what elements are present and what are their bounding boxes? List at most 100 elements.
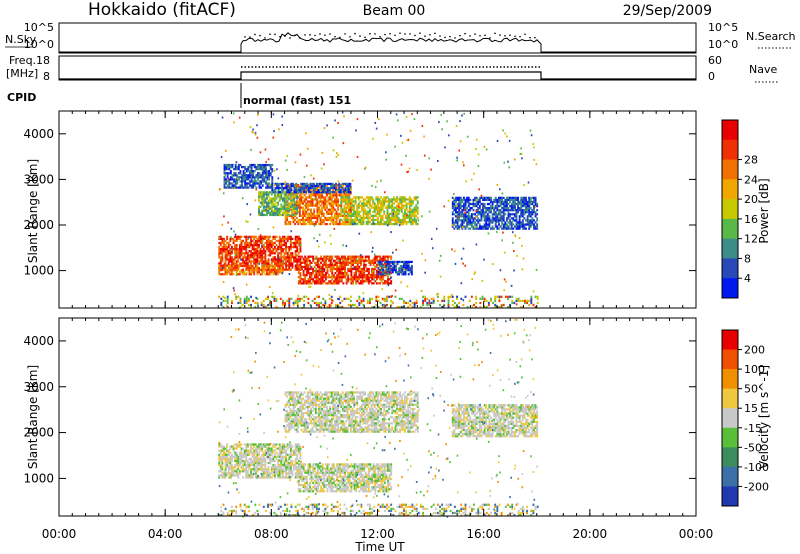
heatmap-cell bbox=[503, 161, 506, 164]
heatmap-cell bbox=[296, 299, 299, 303]
heatmap-cell bbox=[318, 202, 320, 205]
heatmap-cell bbox=[347, 184, 350, 188]
heatmap-cell bbox=[371, 276, 374, 279]
heatmap-cell bbox=[383, 255, 386, 258]
heatmap-cell bbox=[536, 209, 539, 212]
heatmap-cell bbox=[509, 227, 512, 230]
heatmap-cell bbox=[330, 210, 333, 213]
heatmap-cell bbox=[428, 303, 431, 307]
heatmap-cell bbox=[304, 184, 307, 188]
heatmap-cell bbox=[226, 165, 229, 169]
heatmap-cell bbox=[456, 227, 459, 230]
heatmap-cell bbox=[321, 263, 324, 267]
heatmap-cell bbox=[313, 208, 316, 211]
heatmap-cell bbox=[251, 443, 254, 446]
heatmap-cell bbox=[400, 208, 403, 211]
heatmap-cell bbox=[505, 227, 508, 230]
heatmap-cell bbox=[271, 168, 274, 171]
heatmap-cell bbox=[355, 269, 358, 273]
heatmap-cell bbox=[281, 301, 284, 305]
heatmap-cell bbox=[312, 269, 315, 273]
heatmap-cell bbox=[269, 250, 272, 253]
heatmap-cell bbox=[498, 297, 501, 300]
heatmap-cell bbox=[258, 211, 260, 215]
heatmap-cell bbox=[390, 299, 393, 303]
heatmap-cell bbox=[239, 163, 242, 167]
heatmap-cell bbox=[248, 457, 251, 461]
heatmap-cell bbox=[330, 194, 333, 197]
heatmap-cell bbox=[223, 165, 226, 169]
heatmap-cell bbox=[230, 264, 233, 268]
heatmap-cell bbox=[355, 278, 358, 281]
heatmap-cell bbox=[272, 226, 275, 229]
heatmap-cell bbox=[332, 216, 335, 220]
heatmap-cell bbox=[286, 245, 289, 249]
heatmap-cell bbox=[238, 248, 241, 251]
heatmap-cell bbox=[510, 204, 513, 208]
heatmap-cell bbox=[346, 198, 349, 201]
heatmap-cell bbox=[533, 206, 535, 210]
heatmap-cell bbox=[259, 248, 262, 251]
heatmap-cell bbox=[224, 299, 227, 303]
heatmap-cell bbox=[529, 206, 532, 210]
heatmap-cell bbox=[259, 252, 262, 255]
heatmap-cell bbox=[361, 218, 363, 222]
heatmap-cell bbox=[218, 445, 221, 448]
heatmap-cell bbox=[267, 260, 270, 263]
heatmap-cell bbox=[305, 269, 308, 273]
heatmap-cell bbox=[382, 263, 385, 267]
heatmap-cell bbox=[352, 257, 354, 260]
heatmap-cell bbox=[254, 254, 257, 257]
heatmap-cell bbox=[236, 174, 239, 177]
heatmap-cell bbox=[247, 174, 250, 177]
heatmap-cell bbox=[278, 256, 281, 259]
heatmap-cell bbox=[499, 211, 502, 214]
heatmap-cell bbox=[333, 188, 336, 191]
heatmap-cell bbox=[482, 215, 484, 218]
heatmap-cell bbox=[227, 472, 230, 475]
heatmap-cell bbox=[223, 178, 226, 181]
heatmap-cell bbox=[367, 222, 370, 226]
heatmap-cell bbox=[386, 133, 388, 136]
heatmap-cell bbox=[461, 223, 464, 226]
heatmap-cell bbox=[261, 199, 264, 202]
heatmap-cell bbox=[366, 267, 369, 271]
heatmap-cell bbox=[248, 449, 251, 452]
heatmap-cell bbox=[241, 176, 243, 179]
heatmap-cell bbox=[321, 210, 324, 213]
heatmap-cell bbox=[328, 255, 331, 258]
heatmap-cell bbox=[288, 248, 291, 251]
heatmap-cell bbox=[283, 207, 286, 210]
heatmap-cell bbox=[308, 202, 311, 205]
heatmap-cell bbox=[258, 260, 260, 263]
heatmap-cell bbox=[224, 256, 227, 259]
heatmap-cell bbox=[314, 220, 317, 224]
heatmap-cell bbox=[348, 255, 351, 258]
heatmap-cell bbox=[273, 295, 276, 298]
heatmap-cell bbox=[380, 206, 383, 209]
heatmap-cell bbox=[282, 186, 285, 190]
heatmap-cell bbox=[219, 248, 222, 251]
heatmap-cell bbox=[310, 271, 313, 275]
heatmap-cell bbox=[297, 204, 300, 207]
heatmap-cell bbox=[229, 445, 232, 448]
heatmap-cell bbox=[333, 191, 336, 194]
heatmap-cell bbox=[308, 216, 311, 220]
heatmap-cell bbox=[351, 200, 354, 203]
heatmap-cell bbox=[435, 227, 438, 230]
heatmap-cell bbox=[351, 204, 354, 207]
heatmap-cell bbox=[248, 443, 251, 446]
heatmap-cell bbox=[505, 200, 508, 204]
heatmap-cell bbox=[370, 206, 373, 209]
heatmap-cell bbox=[354, 218, 357, 222]
heatmap-cell bbox=[507, 198, 510, 202]
heatmap-cell bbox=[323, 267, 326, 271]
heatmap-cell bbox=[349, 188, 352, 191]
heatmap-cell bbox=[310, 261, 313, 264]
heatmap-cell bbox=[224, 451, 227, 454]
heatmap-cell bbox=[371, 261, 374, 264]
heatmap-cell bbox=[221, 453, 224, 456]
heatmap-cell bbox=[386, 266, 388, 269]
heatmap-cell bbox=[281, 250, 284, 253]
heatmap-cell bbox=[483, 213, 486, 216]
